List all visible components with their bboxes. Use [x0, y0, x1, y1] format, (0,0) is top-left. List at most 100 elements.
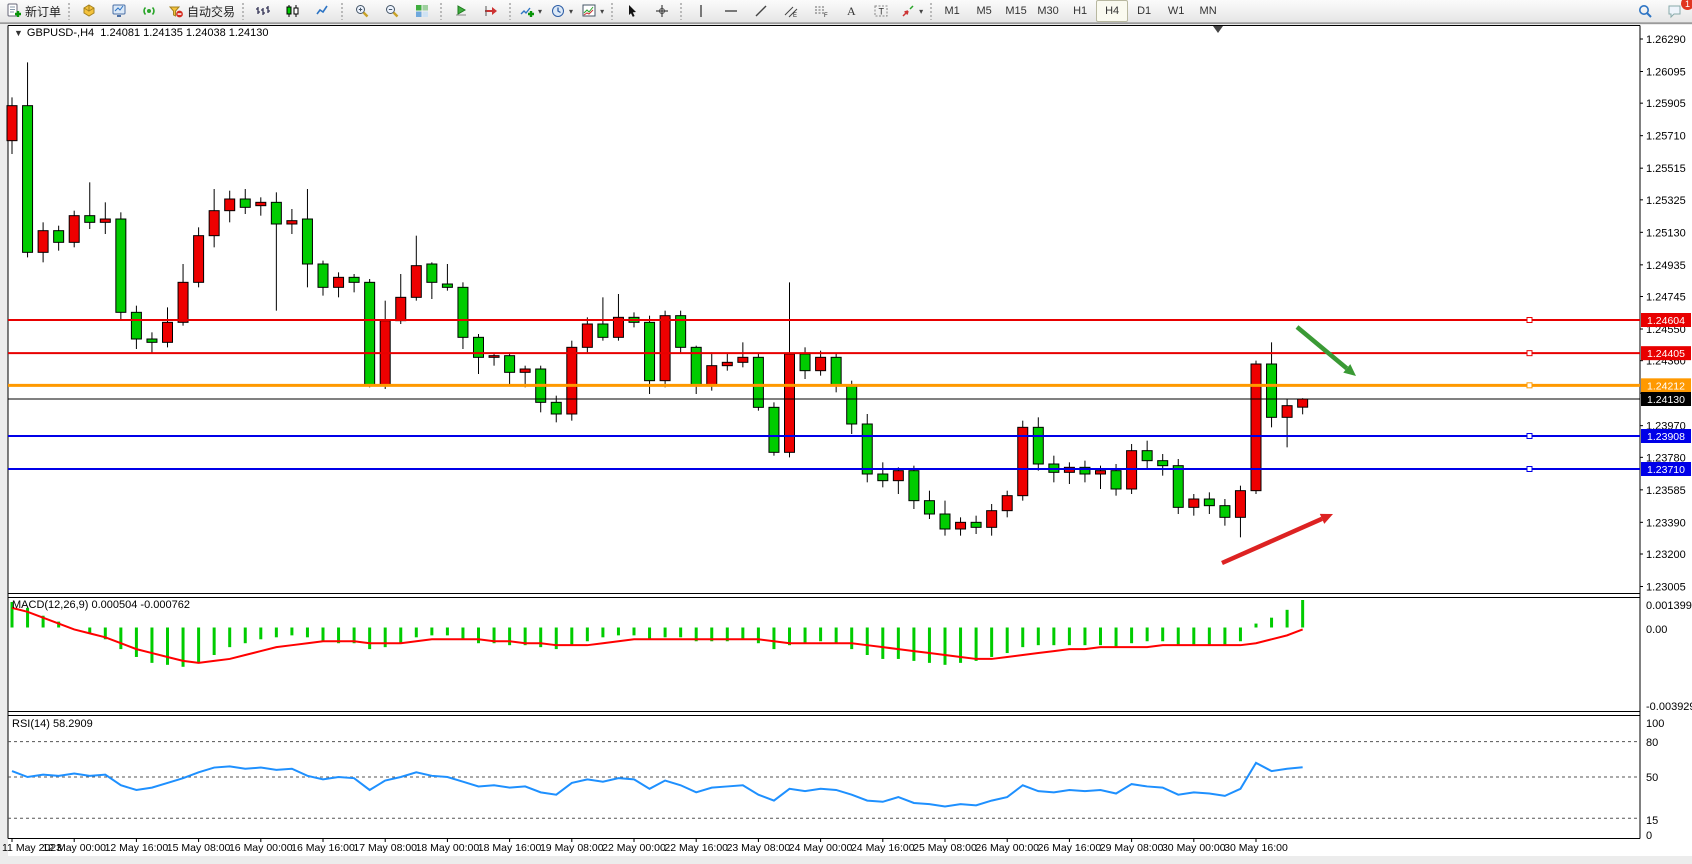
line-chart-type-button[interactable] [308, 0, 338, 22]
new-order-icon [7, 3, 21, 17]
chevron-down-icon[interactable]: ▾ [538, 6, 543, 16]
search-icon [1639, 5, 1652, 18]
svg-text:18 May 16:00: 18 May 16:00 [478, 842, 542, 854]
zoom-in-button[interactable] [347, 0, 377, 22]
timeframe-button-m5[interactable]: M5 [976, 5, 992, 17]
indicators-button[interactable]: ▾ [515, 0, 546, 22]
auto-trading-button-label: 自动交易 [187, 4, 236, 19]
chart-shift-button[interactable] [476, 0, 506, 22]
autoscroll-icon [456, 5, 467, 16]
green-down-arrow[interactable] [1295, 325, 1356, 376]
signal-icon [143, 6, 155, 16]
svg-text:30 May 16:00: 30 May 16:00 [1224, 842, 1288, 854]
equidistant-channel-button[interactable]: E [776, 0, 806, 22]
candle-chart-type-button[interactable] [278, 0, 308, 22]
fibonacci-button[interactable]: F [806, 0, 836, 22]
text-icon: A [847, 4, 856, 18]
svg-text:1.23005: 1.23005 [1646, 582, 1686, 594]
notifications-button[interactable]: 1 [1660, 0, 1692, 22]
templates-button[interactable]: ▾ [577, 0, 608, 22]
svg-text:23 May 08:00: 23 May 08:00 [727, 842, 791, 854]
support-line-1-handle[interactable] [1526, 433, 1533, 439]
svg-text:100: 100 [1646, 718, 1664, 730]
vertical-line-button[interactable] [686, 0, 716, 22]
arrows-button[interactable]: ▾ [896, 0, 927, 22]
pivot-line-handle[interactable] [1526, 382, 1533, 389]
svg-text:T: T [879, 7, 885, 17]
market-watch-button[interactable] [74, 0, 104, 22]
pivot-line-badge: 1.24212 [1647, 380, 1685, 392]
timeframe-button-d1[interactable]: D1 [1137, 5, 1152, 17]
svg-text:1.23390: 1.23390 [1646, 517, 1686, 529]
timeframe-button-m1[interactable]: M1 [944, 5, 960, 17]
fibo-icon: F [815, 6, 828, 19]
svg-text:80: 80 [1646, 737, 1658, 749]
trendline-icon [755, 5, 767, 17]
toolbar-separator [508, 2, 514, 20]
chat-icon [1668, 5, 1681, 19]
horizontal-line-button[interactable] [716, 0, 746, 22]
svg-text:0: 0 [1646, 830, 1652, 842]
text-button[interactable]: A [836, 0, 866, 22]
search-button[interactable] [1630, 0, 1660, 22]
text-label-button[interactable]: T [866, 0, 896, 22]
svg-text:24 May 16:00: 24 May 16:00 [851, 842, 915, 854]
svg-text:24 May 00:00: 24 May 00:00 [789, 842, 853, 854]
svg-text:16 May 16:00: 16 May 16:00 [291, 842, 355, 854]
resistance-line-2-handle[interactable] [1526, 350, 1533, 357]
toolbar-separator [929, 2, 935, 20]
periods-button[interactable]: ▾ [546, 0, 577, 22]
zoom-out-icon [386, 5, 399, 18]
hline-icon [725, 10, 738, 12]
vline-icon [700, 5, 702, 17]
svg-text:A: A [847, 4, 856, 18]
channel-icon: E [784, 6, 798, 19]
auto-trading-button[interactable]: 自动交易 [164, 0, 239, 22]
alerts-button[interactable] [134, 0, 164, 22]
crosshair-button[interactable] [647, 0, 677, 22]
cursor-button[interactable] [617, 0, 647, 22]
trendline-button[interactable] [746, 0, 776, 22]
svg-text:17 May 08:00: 17 May 08:00 [353, 842, 417, 854]
current-price-line-badge: 1.24130 [1647, 394, 1685, 406]
zoom-out-button[interactable] [377, 0, 407, 22]
zoom-in-icon [356, 5, 369, 18]
svg-text:30 May 00:00: 30 May 00:00 [1162, 842, 1226, 854]
timeframe-button-m30[interactable]: M30 [1037, 5, 1059, 17]
auto-scroll-button[interactable] [446, 0, 476, 22]
timeframe-button-w1[interactable]: W1 [1167, 5, 1185, 17]
support-line-2-handle[interactable] [1526, 466, 1533, 472]
tile-windows-button[interactable] [407, 0, 437, 22]
svg-text:1.24745: 1.24745 [1646, 292, 1686, 304]
resistance-line-1-handle[interactable] [1526, 317, 1533, 323]
navigator-button[interactable] [104, 0, 134, 22]
red-up-arrow[interactable] [1221, 513, 1333, 566]
svg-text:25 May 08:00: 25 May 08:00 [913, 842, 977, 854]
cube-icon [83, 4, 95, 17]
collapse-icon[interactable]: ▼ [14, 28, 23, 38]
resistance-line-2-badge: 1.24405 [1647, 348, 1685, 360]
chevron-down-icon[interactable]: ▾ [919, 6, 924, 16]
toolbar-separator [67, 2, 73, 20]
indicator-axes: 0.001399 0.00 -0.003929 100 80 50 15 0 [1646, 600, 1692, 842]
chevron-down-icon[interactable]: ▾ [569, 6, 574, 16]
bar-chart-type-button[interactable] [248, 0, 278, 22]
timeframe-button-h4[interactable]: H4 [1096, 0, 1129, 22]
svg-text:50: 50 [1646, 772, 1658, 784]
svg-text:22 May 16:00: 22 May 16:00 [664, 842, 728, 854]
toolbar: 新订单 自动交易 ▾ ▾ ▾ E F A T ▾ M1 M5 M15 M30 H1 H4 D1 W1 MN 1 [0, 0, 1692, 23]
chevron-down-icon[interactable]: ▾ [600, 6, 605, 16]
svg-text:1.26290: 1.26290 [1646, 34, 1686, 46]
svg-text:1.25325: 1.25325 [1646, 195, 1686, 207]
new-order-button[interactable]: 新订单 [2, 0, 65, 22]
svg-text:22 May 00:00: 22 May 00:00 [602, 842, 666, 854]
svg-text:1.25905: 1.25905 [1646, 98, 1686, 110]
chart-shift-marker[interactable] [1213, 26, 1223, 33]
timeframe-button-h1[interactable]: H1 [1073, 5, 1088, 17]
timeframe-button-mn[interactable]: MN [1199, 5, 1217, 17]
timeframe-button-m15[interactable]: M15 [1005, 5, 1027, 17]
svg-text:1.25710: 1.25710 [1646, 131, 1686, 143]
